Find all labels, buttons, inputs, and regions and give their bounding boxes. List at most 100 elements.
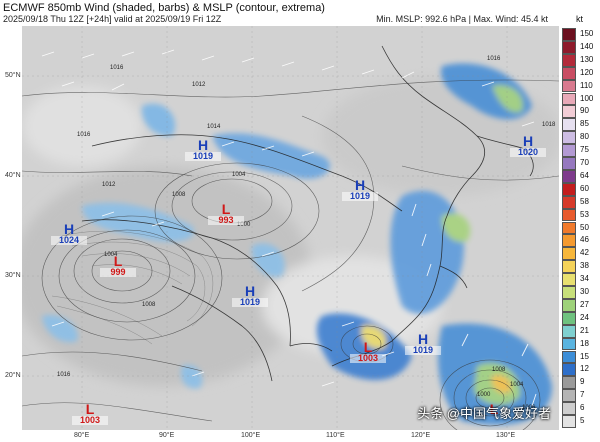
low-pressure-center: L 1003 xyxy=(350,340,386,363)
header-title: ECMWF 850mb Wind (shaded, barbs) & MSLP … xyxy=(3,2,325,14)
colorbar-swatch xyxy=(562,53,576,67)
high-pressure-center: H 1020 xyxy=(510,134,546,157)
colorbar-swatch xyxy=(562,157,576,170)
high-pressure-center: H 1019 xyxy=(185,138,221,161)
isobar-label: 1004 xyxy=(510,382,524,388)
colorbar-tick-label: 140 xyxy=(580,41,594,51)
colorbar-tick-label: 64 xyxy=(580,170,589,180)
colorbar-tick-label: 120 xyxy=(580,67,594,77)
colorbar-tick-label: 34 xyxy=(580,274,589,284)
isobar-label: 1004 xyxy=(104,252,118,258)
colorbar-tick-label: 85 xyxy=(580,119,589,129)
colorbar-swatch xyxy=(562,118,576,132)
isobar-label: 1018 xyxy=(542,122,556,128)
lat-label-40n: 40°N xyxy=(5,172,21,179)
colorbar-swatch xyxy=(562,28,576,41)
colorbar-swatch xyxy=(562,324,576,338)
colorbar-tick-label: 46 xyxy=(580,235,589,245)
header-stats: Min. MSLP: 992.6 hPa | Max. Wind: 45.4 k… xyxy=(376,14,548,24)
colorbar-swatch xyxy=(562,337,576,351)
lon-label-90e: 90°E xyxy=(159,432,175,439)
colorbar-swatch xyxy=(562,376,576,390)
colorbar-swatch xyxy=(562,311,576,325)
colorbar-tick-label: 6 xyxy=(580,403,585,413)
colorbar-tick-label: 90 xyxy=(580,106,589,116)
high-pressure-center: H 1019 xyxy=(342,178,378,201)
colorbar-swatch xyxy=(562,350,576,364)
colorbar-tick-label: 12 xyxy=(580,364,589,374)
isobar-label: 1012 xyxy=(102,182,116,188)
map-canvas: 1016 1012 1014 1016 1012 1008 1004 1000 … xyxy=(22,26,559,430)
colorbar-tick-label: 18 xyxy=(580,338,589,348)
isobar-label: 1014 xyxy=(207,124,221,130)
colorbar-swatch xyxy=(562,208,576,222)
colorbar-swatch xyxy=(562,40,576,54)
colorbar-swatch xyxy=(562,131,576,145)
isobar-label: 1000 xyxy=(237,222,251,228)
isobar-label: 1006 xyxy=(522,405,536,411)
colorbar-swatch xyxy=(562,415,576,428)
high-pressure-center: H 1019 xyxy=(232,284,268,307)
colorbar-swatch xyxy=(562,221,576,235)
colorbar-tick-label: 60 xyxy=(580,183,589,193)
lat-label-30n: 30°N xyxy=(5,272,21,279)
header-subtitle: 2025/09/18 Thu 12Z [+24h] valid at 2025/… xyxy=(3,14,222,24)
isobar-label: 1016 xyxy=(57,372,71,378)
colorbar-tick-label: 30 xyxy=(580,287,589,296)
colorbar-tick-label: 70 xyxy=(580,158,589,167)
colorbar-swatch xyxy=(562,402,576,415)
colorbar-tick-label: 38 xyxy=(580,261,589,271)
isobar-label: 1008 xyxy=(492,367,506,373)
colorbar-swatch xyxy=(562,182,576,196)
colorbar-tick-label: 24 xyxy=(580,312,589,322)
isobar-label: 1016 xyxy=(110,65,124,71)
high-pressure-center: H 1019 xyxy=(405,332,441,355)
lat-label-50n: 50°N xyxy=(5,72,21,79)
lon-label-100e: 100°E xyxy=(241,432,261,439)
colorbar-swatch xyxy=(562,92,576,106)
colorbar-swatch xyxy=(562,169,576,183)
lat-label-20n: 20°N xyxy=(5,372,21,379)
lon-label-110e: 110°E xyxy=(326,432,345,439)
colorbar-tick-label: 130 xyxy=(580,54,594,64)
isobar-label: 1016 xyxy=(487,56,501,62)
isobar-label: 1016 xyxy=(77,132,91,138)
colorbar-tick-label: 110 xyxy=(580,80,593,90)
colorbar-swatch xyxy=(562,363,576,377)
low-pressure-center: L 993 xyxy=(208,202,244,225)
weather-map[interactable]: 1016 1012 1014 1016 1012 1008 1004 1000 … xyxy=(22,26,559,430)
low-pressure-center: L xyxy=(489,401,499,417)
colorbar-swatch xyxy=(562,286,576,299)
colorbar-swatch xyxy=(562,260,576,274)
colorbar-swatch xyxy=(562,389,576,403)
high-pressure-center: H 1024 xyxy=(51,222,87,245)
colorbar-swatch xyxy=(562,273,576,286)
colorbar-tick-label: 150 xyxy=(580,29,594,38)
colorbar-swatch xyxy=(562,144,576,157)
colorbar-swatch xyxy=(562,66,576,80)
isobar-label: 1012 xyxy=(192,82,206,88)
colorbar-swatch xyxy=(562,195,576,209)
colorbar-tick-label: 7 xyxy=(580,390,585,400)
lon-label-120e: 120°E xyxy=(411,432,431,439)
colorbar-tick-label: 100 xyxy=(580,93,594,103)
low-pressure-center: L 999 xyxy=(100,254,136,277)
isobar-label: 1008 xyxy=(142,302,156,308)
colorbar-swatch xyxy=(562,298,576,312)
colorbar-tick-label: 5 xyxy=(580,416,585,425)
colorbar-tick-label: 75 xyxy=(580,145,589,155)
colorbar-tick-label: 50 xyxy=(580,222,589,232)
colorbar-swatch xyxy=(562,234,576,248)
colorbar-tick-label: 27 xyxy=(580,299,589,309)
colorbar-tick-label: 9 xyxy=(580,377,585,387)
isobar-label: 1000 xyxy=(477,392,491,398)
colorbar-tick-label: 42 xyxy=(580,248,589,258)
lon-label-80e: 80°E xyxy=(74,432,90,439)
colorbar-tick-label: 15 xyxy=(580,351,589,361)
colorbar-tick-label: 21 xyxy=(580,325,589,335)
colorbar-unit: kt xyxy=(576,14,584,24)
colorbar-tick-label: 80 xyxy=(580,132,589,142)
colorbar-swatch xyxy=(562,105,576,119)
colorbar-tick-label: 53 xyxy=(580,209,589,219)
colorbar-swatch xyxy=(562,247,576,261)
